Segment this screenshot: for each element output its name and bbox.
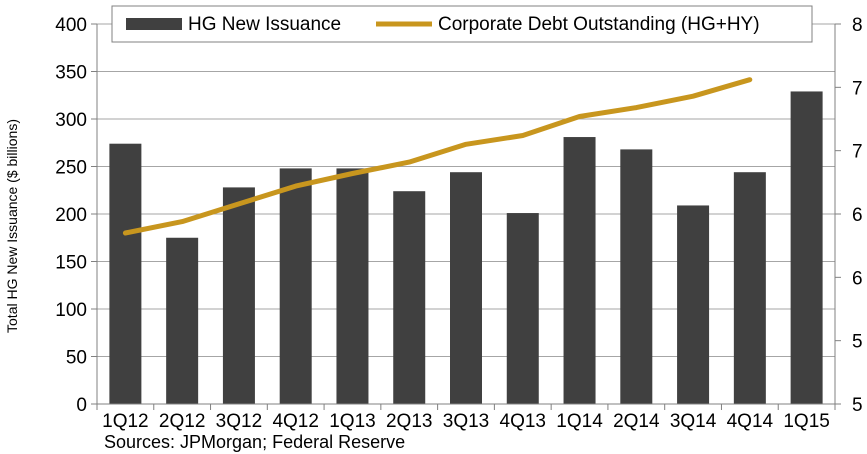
bar	[563, 137, 596, 405]
legend-label-corporate-debt: Corporate Debt Outstanding (HG+HY)	[438, 14, 760, 35]
x-tick-label: 4Q14	[727, 411, 774, 432]
x-tick-label: 2Q14	[613, 411, 660, 432]
x-tick-label: 2Q12	[159, 411, 205, 432]
legend-box	[111, 5, 813, 43]
bar	[166, 237, 199, 404]
y-axis-title: Total HG New Issuance ($ billions)	[4, 119, 20, 333]
source-note: Sources: JPMorgan; Federal Reserve	[104, 432, 406, 452]
x-tick-label: 2Q13	[386, 411, 432, 432]
bar	[620, 149, 653, 404]
y-tick-label: 300	[55, 110, 87, 131]
line-series-corporate-debt-outstanding	[122, 77, 753, 236]
y-tick-label: 50	[66, 348, 87, 369]
bar	[677, 205, 710, 404]
y2-tick-label: 7	[852, 78, 863, 99]
y-tick-label: 350	[55, 63, 87, 84]
y-tick-label: 0	[76, 395, 87, 416]
y-tick-label: 150	[55, 253, 87, 274]
x-tick-label: 4Q13	[500, 411, 546, 432]
x-tick-label: 1Q12	[102, 411, 148, 432]
bar	[109, 143, 142, 404]
bar	[222, 187, 255, 404]
y2-tick-label: 5	[852, 332, 863, 353]
legend: HG New Issuance Corporate Debt Outstandin…	[111, 5, 813, 43]
bar	[790, 91, 823, 404]
legend-swatch-bar	[126, 18, 182, 30]
x-tick-label: 3Q12	[216, 411, 262, 432]
x-tick-label: 1Q15	[783, 411, 829, 432]
bar	[336, 168, 369, 404]
x-tick-label: 3Q14	[670, 411, 717, 432]
y-tick-label: 250	[55, 158, 87, 179]
bar	[279, 168, 312, 404]
x-tick-label: 3Q13	[443, 411, 489, 432]
y2-tick-label: 6	[852, 205, 863, 226]
y2-tick-label: 7	[852, 142, 863, 163]
bar-series-hg-new-issuance	[109, 91, 823, 405]
x-tick-label: 4Q12	[272, 411, 318, 432]
y-tick-label: 400	[55, 15, 87, 36]
x-tick-label: 1Q13	[329, 411, 375, 432]
bar	[450, 172, 482, 404]
y2-tick-label: 5	[852, 395, 863, 416]
bar	[393, 191, 426, 404]
y-tick-label: 100	[55, 300, 87, 321]
y2-tick-label: 6	[852, 268, 863, 289]
bar	[733, 172, 766, 404]
x-tick-label: 1Q14	[556, 411, 603, 432]
y2-tick-label: 8	[852, 15, 863, 36]
bar	[506, 213, 539, 404]
legend-label-hg-new-issuance: HG New Issuance	[188, 14, 341, 35]
y-tick-label: 200	[55, 205, 87, 226]
